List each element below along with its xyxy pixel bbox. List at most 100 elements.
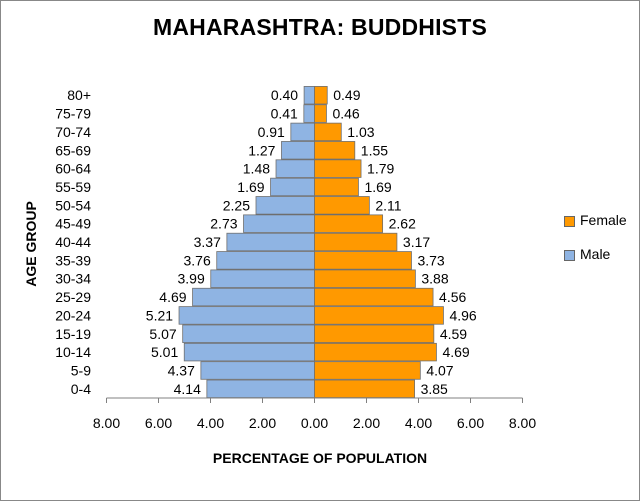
data-label-female-60-64: 1.79 xyxy=(367,161,394,177)
bar-male-25-29 xyxy=(192,287,315,307)
data-label-male-65-69: 1.27 xyxy=(248,142,275,158)
x-axis-label: PERCENTAGE OF POPULATION xyxy=(212,450,428,466)
bar-female-20-24 xyxy=(314,306,444,325)
y-tick-label-75-79: 75-79 xyxy=(55,106,91,122)
y-tick-label-25-29: 25-29 xyxy=(55,289,91,305)
y-tick-label-60-64: 60-64 xyxy=(55,161,91,177)
x-tick-label-8: 8.00 xyxy=(509,415,536,431)
data-label-male-40-44: 3.37 xyxy=(194,234,221,250)
data-label-male-55-59: 1.69 xyxy=(237,179,264,195)
bar-female-65-69 xyxy=(314,141,356,160)
legend-label-male: Male xyxy=(580,246,611,262)
data-label-female-70-74: 1.03 xyxy=(347,124,374,140)
bar-male-45-49 xyxy=(243,214,315,233)
bar-female-40-44 xyxy=(314,232,398,252)
data-label-female-30-34: 3.88 xyxy=(421,271,448,287)
data-label-female-15-19: 4.59 xyxy=(440,326,467,342)
x-tick-label-1: 6.00 xyxy=(145,415,172,431)
y-tick-label-80+: 80+ xyxy=(67,87,91,103)
data-label-male-25-29: 4.69 xyxy=(159,289,186,305)
bar-male-55-59 xyxy=(270,177,315,197)
data-label-female-40-44: 3.17 xyxy=(403,234,430,250)
bar-male-80+ xyxy=(303,86,315,105)
y-tick-label-5-9: 5-9 xyxy=(71,362,91,378)
data-label-female-0-4: 3.85 xyxy=(421,381,448,397)
data-label-female-55-59: 1.69 xyxy=(364,179,391,195)
y-tick-label-70-74: 70-74 xyxy=(55,124,91,140)
data-label-male-80+: 0.40 xyxy=(271,87,298,103)
y-tick-label-50-54: 50-54 xyxy=(55,197,91,213)
data-label-female-5-9: 4.07 xyxy=(426,362,453,378)
data-label-male-60-64: 1.48 xyxy=(243,161,270,177)
y-tick-label-65-69: 65-69 xyxy=(55,142,91,158)
bar-female-5-9 xyxy=(314,361,421,380)
legend-label-female: Female xyxy=(580,212,627,228)
bar-male-10-14 xyxy=(183,342,315,362)
data-label-male-35-39: 3.76 xyxy=(183,252,210,268)
bar-male-0-4 xyxy=(206,379,315,399)
y-tick-label-15-19: 15-19 xyxy=(55,326,91,342)
data-label-male-75-79: 0.41 xyxy=(271,106,298,122)
bar-male-5-9 xyxy=(200,361,315,380)
legend-swatch-female xyxy=(564,216,575,227)
y-tick-label-0-4: 0-4 xyxy=(71,381,91,397)
x-tick-label-5: 2.00 xyxy=(353,415,380,431)
bar-male-35-39 xyxy=(216,251,315,270)
data-label-male-50-54: 2.25 xyxy=(223,197,250,213)
data-label-male-20-24: 5.21 xyxy=(146,307,173,323)
x-tick-label-6: 4.00 xyxy=(405,415,432,431)
data-label-female-25-29: 4.56 xyxy=(439,289,466,305)
y-tick-label-10-14: 10-14 xyxy=(55,344,91,360)
legend-swatch-male xyxy=(564,250,575,261)
data-label-male-0-4: 4.14 xyxy=(174,381,201,397)
x-tick-label-3: 2.00 xyxy=(249,415,276,431)
bar-female-30-34 xyxy=(314,269,416,288)
y-tick-label-30-34: 30-34 xyxy=(55,271,91,287)
data-label-male-70-74: 0.91 xyxy=(258,124,285,140)
data-label-female-45-49: 2.62 xyxy=(389,216,416,232)
data-label-female-65-69: 1.55 xyxy=(361,142,388,158)
bar-male-15-19 xyxy=(182,324,315,343)
x-tick-label-4: 0.00 xyxy=(301,415,328,431)
data-label-male-5-9: 4.37 xyxy=(168,362,195,378)
bar-female-50-54 xyxy=(314,196,370,215)
bar-male-40-44 xyxy=(226,232,315,252)
y-tick-label-45-49: 45-49 xyxy=(55,216,91,232)
bar-female-55-59 xyxy=(314,177,359,197)
bar-male-30-34 xyxy=(210,269,315,288)
data-label-female-50-54: 2.11 xyxy=(375,197,401,213)
chart-title: MAHARASHTRA: BUDDHISTS xyxy=(152,14,488,40)
x-tick-label-0: 8.00 xyxy=(93,415,120,431)
bar-female-25-29 xyxy=(314,287,434,307)
bar-female-15-19 xyxy=(314,324,435,343)
bar-male-20-24 xyxy=(178,306,315,325)
bar-female-60-64 xyxy=(314,159,362,178)
y-tick-label-40-44: 40-44 xyxy=(55,234,91,250)
bar-female-0-4 xyxy=(314,379,415,399)
data-label-female-80+: 0.49 xyxy=(333,87,360,103)
y-tick-label-35-39: 35-39 xyxy=(55,252,91,268)
x-tick-label-7: 6.00 xyxy=(457,415,484,431)
y-tick-label-20-24: 20-24 xyxy=(55,307,91,323)
data-label-male-45-49: 2.73 xyxy=(210,216,237,232)
data-label-male-30-34: 3.99 xyxy=(178,271,205,287)
bar-female-70-74 xyxy=(314,122,342,142)
bar-female-10-14 xyxy=(314,342,437,362)
bar-male-60-64 xyxy=(275,159,315,178)
bar-female-45-49 xyxy=(314,214,384,233)
bar-male-50-54 xyxy=(255,196,315,215)
data-label-female-20-24: 4.96 xyxy=(449,307,476,323)
x-tick-label-2: 4.00 xyxy=(197,415,224,431)
bar-female-35-39 xyxy=(314,251,412,270)
data-label-female-10-14: 4.69 xyxy=(442,344,469,360)
bar-male-70-74 xyxy=(290,122,315,142)
bar-female-75-79 xyxy=(314,104,327,123)
y-tick-label-55-59: 55-59 xyxy=(55,179,91,195)
data-label-male-15-19: 5.07 xyxy=(149,326,176,342)
data-label-female-35-39: 3.73 xyxy=(417,252,444,268)
bar-male-65-69 xyxy=(281,141,315,160)
bar-male-75-79 xyxy=(303,104,315,123)
data-label-female-75-79: 0.46 xyxy=(332,106,359,122)
data-label-male-10-14: 5.01 xyxy=(151,344,178,360)
